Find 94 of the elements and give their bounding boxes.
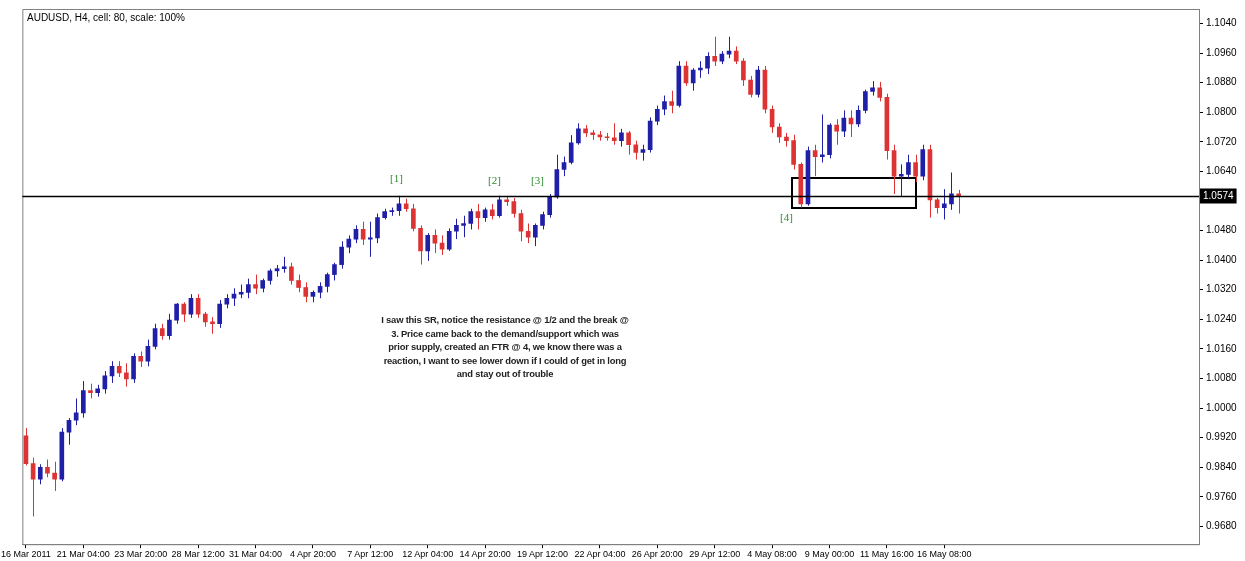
candlestick <box>181 301 187 323</box>
candlestick <box>547 193 553 219</box>
candlestick <box>712 36 718 67</box>
candlestick <box>303 281 309 303</box>
candlestick <box>461 215 466 238</box>
x-tick-label: 16 Mar 2011 <box>1 549 51 560</box>
x-tick-label: 28 Mar 12:00 <box>171 549 225 560</box>
annotation: [4] <box>780 211 793 223</box>
x-tick-label: 31 Mar 04:00 <box>229 549 283 560</box>
candlestick <box>454 218 459 240</box>
candlestick <box>654 105 660 126</box>
y-tick-label: 1.0320 <box>1206 283 1238 295</box>
y-tick-label: 0.9920 <box>1206 431 1238 443</box>
candlestick <box>633 140 639 161</box>
x-tick-label: 26 Apr 20:00 <box>631 549 683 560</box>
x-tick-label: 7 Apr 12:00 <box>347 549 394 560</box>
candlestick <box>913 154 918 183</box>
y-tick-label: 1.0400 <box>1206 253 1238 265</box>
x-tick-label: 21 Mar 04:00 <box>56 549 110 560</box>
x-tick-label: 23 Mar 20:00 <box>114 549 168 560</box>
x-tick-label: 22 Apr 04:00 <box>574 549 626 560</box>
candlestick <box>446 227 452 252</box>
candlestick <box>289 262 294 286</box>
candlestick <box>375 213 380 244</box>
candlestick <box>37 463 43 485</box>
y-tick-label: 0.9840 <box>1206 461 1238 473</box>
y-tick-label: 1.0640 <box>1206 165 1238 177</box>
candlestick <box>568 134 574 165</box>
ref-line-label: 1.0574 <box>1203 190 1235 202</box>
y-tick-label: 1.1040 <box>1206 17 1238 29</box>
candlestick <box>669 90 674 114</box>
y-tick-label: 1.0480 <box>1206 224 1238 236</box>
annotation: [2] <box>488 174 501 186</box>
candlestick <box>863 89 868 114</box>
y-tick-label: 1.0720 <box>1206 135 1238 147</box>
candlestick <box>776 122 782 144</box>
x-tick-label: 14 Apr 20:00 <box>459 549 511 560</box>
y-tick-label: 1.0240 <box>1206 313 1238 325</box>
candlestick <box>339 240 344 270</box>
x-tick-label: 12 Apr 04:00 <box>402 549 454 560</box>
candlestick <box>418 224 423 266</box>
candlestick <box>525 223 531 244</box>
candlestick <box>533 223 538 247</box>
candlestick <box>425 232 431 262</box>
candlestick <box>690 67 696 92</box>
candlestick <box>217 299 222 329</box>
annotation: [3] <box>531 174 544 186</box>
candlestick <box>576 122 581 146</box>
x-tick-label: 29 Apr 12:00 <box>689 549 741 560</box>
candlestick <box>611 122 617 146</box>
candlestick <box>906 154 911 179</box>
candlestick <box>167 313 172 341</box>
y-tick-label: 1.0160 <box>1206 342 1238 354</box>
candlestick <box>246 278 251 299</box>
y-tick-label: 0.9680 <box>1206 520 1238 532</box>
y-tick-label: 0.9760 <box>1206 490 1238 502</box>
candlestick <box>511 197 517 219</box>
candlestick <box>468 208 474 230</box>
y-tick-label: 1.0880 <box>1206 76 1238 88</box>
candlestick <box>662 95 667 116</box>
chart-title: AUDUSD, H4, cell: 80, scale: 100% <box>27 12 185 23</box>
candlestick <box>81 380 86 419</box>
candlestick <box>741 57 746 87</box>
candlestick <box>898 163 904 198</box>
candlestick <box>705 51 710 75</box>
candlestick <box>475 203 481 230</box>
candlestick <box>253 274 258 295</box>
candlestick <box>174 302 179 325</box>
annotation: I saw this SR, notice the resistance @ 1/2 and the break @ 3. Price came back to the demand/support which was prior supply, created an FTR @ 4, we know there was a reaction, I want to see lower down if I could of get in long and stay out of trouble <box>380 313 630 381</box>
candlestick <box>748 75 753 98</box>
candlestick <box>941 188 947 220</box>
candlestick <box>877 81 883 102</box>
x-tick-label: 16 May 08:00 <box>917 549 972 560</box>
candlestick <box>324 272 330 293</box>
candlestick <box>855 105 861 128</box>
x-tick-label: 9 May 00:00 <box>804 549 855 560</box>
x-tick-label: 4 May 08:00 <box>747 549 797 560</box>
candlestick <box>124 362 129 388</box>
candlestick <box>820 113 825 163</box>
candlestick <box>131 352 136 384</box>
candlestick <box>411 203 416 232</box>
candlestick <box>812 144 818 177</box>
candlestick <box>497 195 502 219</box>
y-tick-label: 1.0000 <box>1206 401 1238 413</box>
y-tick-label: 1.0080 <box>1206 372 1238 384</box>
x-tick-label: 4 Apr 20:00 <box>289 549 336 560</box>
candlestick <box>834 118 840 146</box>
x-tick-label: 11 May 16:00 <box>859 549 914 560</box>
candlestick <box>52 461 57 492</box>
annotation: [1] <box>390 172 403 184</box>
candlestick <box>626 130 631 156</box>
y-tick-label: 1.0960 <box>1206 46 1238 58</box>
y-tick-label: 1.0800 <box>1206 105 1238 117</box>
x-tick-label: 19 Apr 12:00 <box>516 549 569 560</box>
